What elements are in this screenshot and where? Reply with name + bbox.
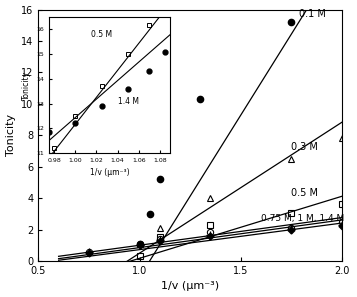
X-axis label: 1/v (μm⁻³): 1/v (μm⁻³) <box>161 282 219 291</box>
Y-axis label: Tonicity: Tonicity <box>6 114 16 156</box>
Text: 0.75 M, 1 M, 1.4 M: 0.75 M, 1 M, 1.4 M <box>261 214 344 223</box>
Text: 0.5 M: 0.5 M <box>291 188 318 198</box>
Text: 0.3 M: 0.3 M <box>291 142 318 152</box>
Text: 0.1 M: 0.1 M <box>300 10 326 19</box>
